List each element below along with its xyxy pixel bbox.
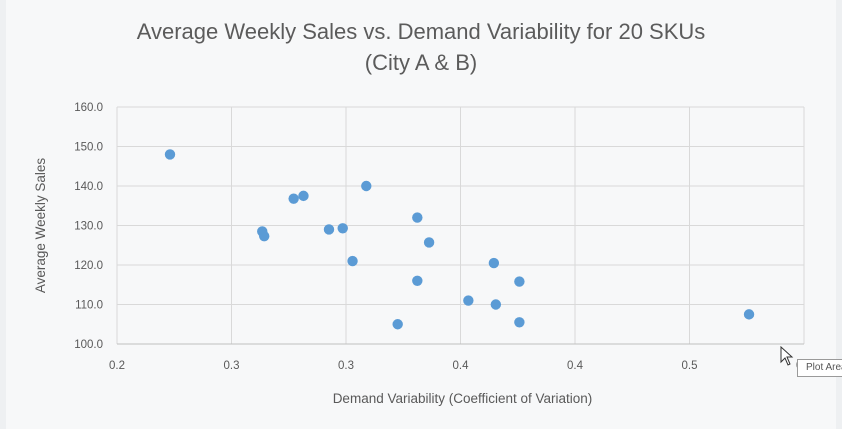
x-tick-label: 0.2 bbox=[109, 360, 125, 372]
y-axis-title: Average Weekly Sales bbox=[33, 158, 48, 294]
data-point bbox=[463, 295, 474, 306]
x-tick-label: 0.5 bbox=[682, 360, 698, 372]
data-point bbox=[337, 223, 348, 234]
data-point bbox=[347, 255, 358, 267]
data-point bbox=[259, 230, 270, 242]
data-point bbox=[423, 237, 435, 248]
y-tick-label: 120.0 bbox=[74, 260, 103, 272]
data-point bbox=[288, 193, 299, 204]
y-tick-label: 130.0 bbox=[74, 221, 103, 233]
x-tick-label: 0.4 bbox=[453, 360, 470, 372]
y-tick-label: 110.0 bbox=[75, 300, 103, 312]
x-axis-title: Demand Variability (Coefficient of Varia… bbox=[333, 391, 593, 406]
data-point bbox=[392, 319, 403, 330]
data-point bbox=[743, 309, 755, 320]
x-tick-label: 0.3 bbox=[224, 360, 240, 372]
data-point bbox=[412, 275, 423, 286]
data-point bbox=[298, 190, 309, 202]
data-point bbox=[514, 317, 525, 328]
data-point bbox=[490, 299, 502, 310]
mouse-cursor-icon bbox=[780, 346, 794, 366]
data-point bbox=[164, 149, 176, 160]
y-tick-label: 100.0 bbox=[74, 339, 103, 351]
data-point bbox=[361, 180, 372, 192]
y-tick-label: 150.0 bbox=[74, 142, 103, 154]
y-tick-label: 160.0 bbox=[74, 102, 103, 114]
data-point bbox=[412, 212, 423, 223]
chart-subtitle: (City A & B) bbox=[364, 50, 478, 75]
data-point bbox=[514, 276, 525, 287]
data-point bbox=[323, 224, 335, 235]
x-tick-label: 0.3 bbox=[338, 360, 354, 372]
chart-title: Average Weekly Sales vs. Demand Variabil… bbox=[136, 19, 706, 44]
y-tick-label: 140.0 bbox=[74, 181, 103, 193]
plot-area-tooltip: Plot Area bbox=[797, 359, 842, 377]
x-tick-label: 0.4 bbox=[567, 360, 584, 372]
data-point bbox=[488, 257, 500, 269]
